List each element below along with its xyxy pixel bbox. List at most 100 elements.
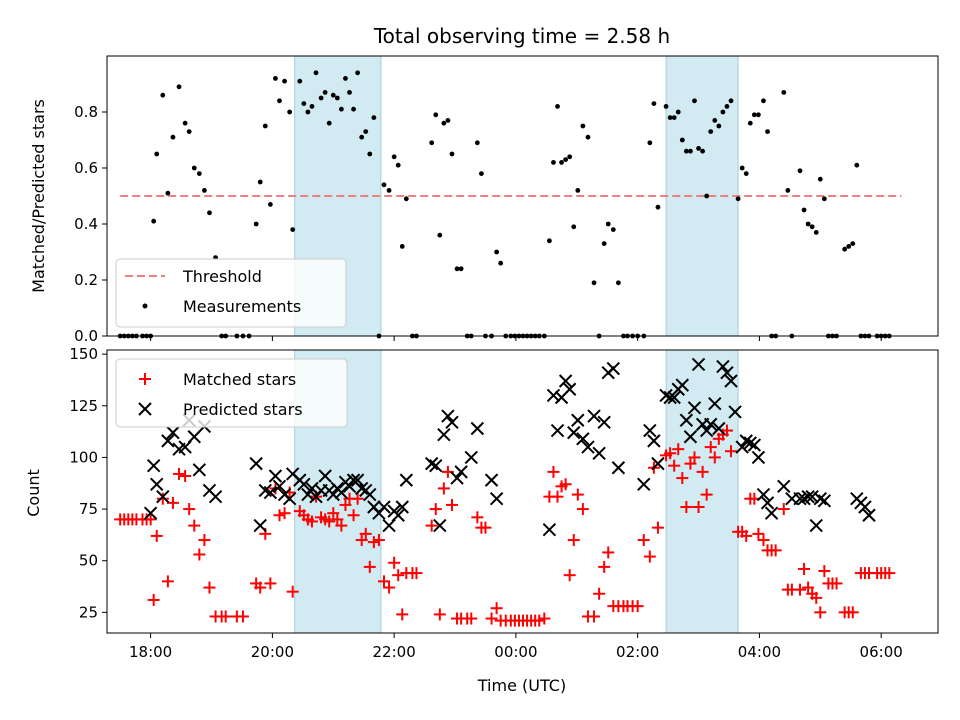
measurement-point [343, 76, 348, 81]
predicted-star-point [571, 413, 585, 427]
measurement-point [305, 109, 311, 115]
measurement-point [761, 98, 766, 104]
matched-star-point [437, 482, 450, 495]
top-panel: 0.00.20.40.60.8 Matched/Predicted stars … [29, 55, 939, 345]
measurement-point [301, 101, 307, 106]
measurement-point [801, 207, 807, 213]
predicted-star-point [611, 461, 626, 475]
bottom-y-tick-label: 50 [79, 552, 98, 570]
measurement-point [287, 109, 293, 115]
measurement-point [326, 120, 332, 126]
measurement-point [347, 90, 352, 95]
predicted-star-point [350, 473, 365, 487]
predicted-star-stroke [562, 382, 577, 396]
predicted-star-point [334, 485, 349, 500]
measurement-point [797, 168, 803, 174]
predicted-star-point [156, 489, 170, 504]
matched-star-point [335, 519, 348, 532]
measurement-point [567, 154, 573, 160]
predicted-star-point [272, 479, 287, 494]
matched-star-point [802, 581, 815, 594]
predicted-star-stroke [424, 456, 439, 471]
predicted-star-stroke [747, 438, 762, 452]
predicted-star-point [651, 456, 665, 471]
predicted-star-point [354, 481, 369, 496]
measurement-point [433, 112, 439, 118]
predicted-star-stroke [637, 477, 651, 491]
matched-star-point [680, 500, 693, 513]
predicted-star-point [751, 450, 766, 465]
measurement-point [739, 165, 745, 171]
matched-star-point [465, 612, 478, 625]
predicted-star-point [667, 390, 681, 405]
predicted-star-stroke [735, 440, 749, 454]
bottom-y-tick-label: 100 [69, 448, 98, 466]
predicted-star-stroke [143, 506, 158, 520]
predicted-star-stroke [542, 523, 557, 537]
predicted-star-stroke [724, 374, 738, 388]
predicted-star-point [858, 500, 872, 514]
measurement-point [191, 165, 197, 171]
matched-star-point [198, 534, 211, 547]
measurement-point [182, 120, 188, 126]
measurement-point [651, 101, 657, 106]
predicted-star-stroke [597, 415, 611, 430]
measurement-point [743, 171, 749, 177]
predicted-star-stroke [751, 450, 766, 465]
bottom-legend-box [115, 358, 348, 428]
predicted-star-point [797, 492, 811, 506]
matched-star-point [551, 490, 564, 503]
measurement-point [386, 188, 392, 193]
predicted-star-point [249, 456, 263, 471]
predicted-star-stroke [350, 473, 365, 487]
predicted-star-point [720, 366, 734, 380]
predicted-star-point [805, 489, 819, 504]
predicted-star-stroke [558, 374, 573, 388]
measurement-point [267, 202, 273, 207]
top-axes-frame [106, 55, 939, 337]
matched-star-point [425, 519, 438, 532]
measurement-point [277, 98, 282, 104]
measurement-point [610, 227, 616, 233]
matched-star-point [794, 583, 807, 596]
legend-measurements-label: Measurements [183, 297, 301, 316]
measurement-point [437, 232, 443, 238]
measurement-point [176, 84, 182, 90]
matched-star-point [631, 600, 644, 613]
bottom-y-tick-label: 150 [69, 345, 98, 363]
measurement-point [563, 157, 569, 163]
measurement-point [817, 176, 823, 182]
predicted-star-point [558, 374, 573, 388]
bottom-panel: 25 50 75 100 125 150 18:00 20:00 22:00 00:00 02:0… [24, 345, 939, 695]
predicted-star-point [542, 523, 557, 537]
predicted-star-point [377, 500, 391, 514]
predicted-star-stroke [581, 440, 595, 454]
predicted-star-stroke [187, 430, 201, 444]
predicted-star-stroke [643, 423, 657, 438]
matched-star-point [846, 606, 859, 619]
matched-star-point [339, 498, 352, 511]
predicted-star-point [756, 487, 771, 502]
predicted-star-stroke [391, 508, 405, 522]
matched-star-point [757, 534, 770, 547]
predicted-star-point [760, 496, 775, 510]
matched-star-point [672, 443, 685, 456]
measurement-point [322, 90, 328, 95]
predicted-star-stroke [202, 483, 217, 498]
measurement-point [735, 196, 741, 202]
predicted-star-stroke [862, 508, 876, 522]
matched-star-point [323, 515, 336, 528]
matched-star-point [777, 503, 790, 516]
measurement-point [154, 151, 160, 157]
bottom-y-axis-label: Count [24, 469, 43, 517]
predicted-star-stroke [464, 450, 478, 465]
predicted-star-stroke [489, 492, 504, 506]
predicted-star-stroke [484, 473, 499, 487]
matched-star-point [533, 614, 546, 627]
predicted-star-point [679, 413, 694, 427]
predicted-star-stroke [208, 489, 223, 504]
measurement-point [785, 188, 791, 193]
bottom-legend: Matched stars Predicted stars [115, 358, 348, 428]
measurement-point [474, 140, 480, 146]
predicted-star-stroke [285, 467, 300, 481]
